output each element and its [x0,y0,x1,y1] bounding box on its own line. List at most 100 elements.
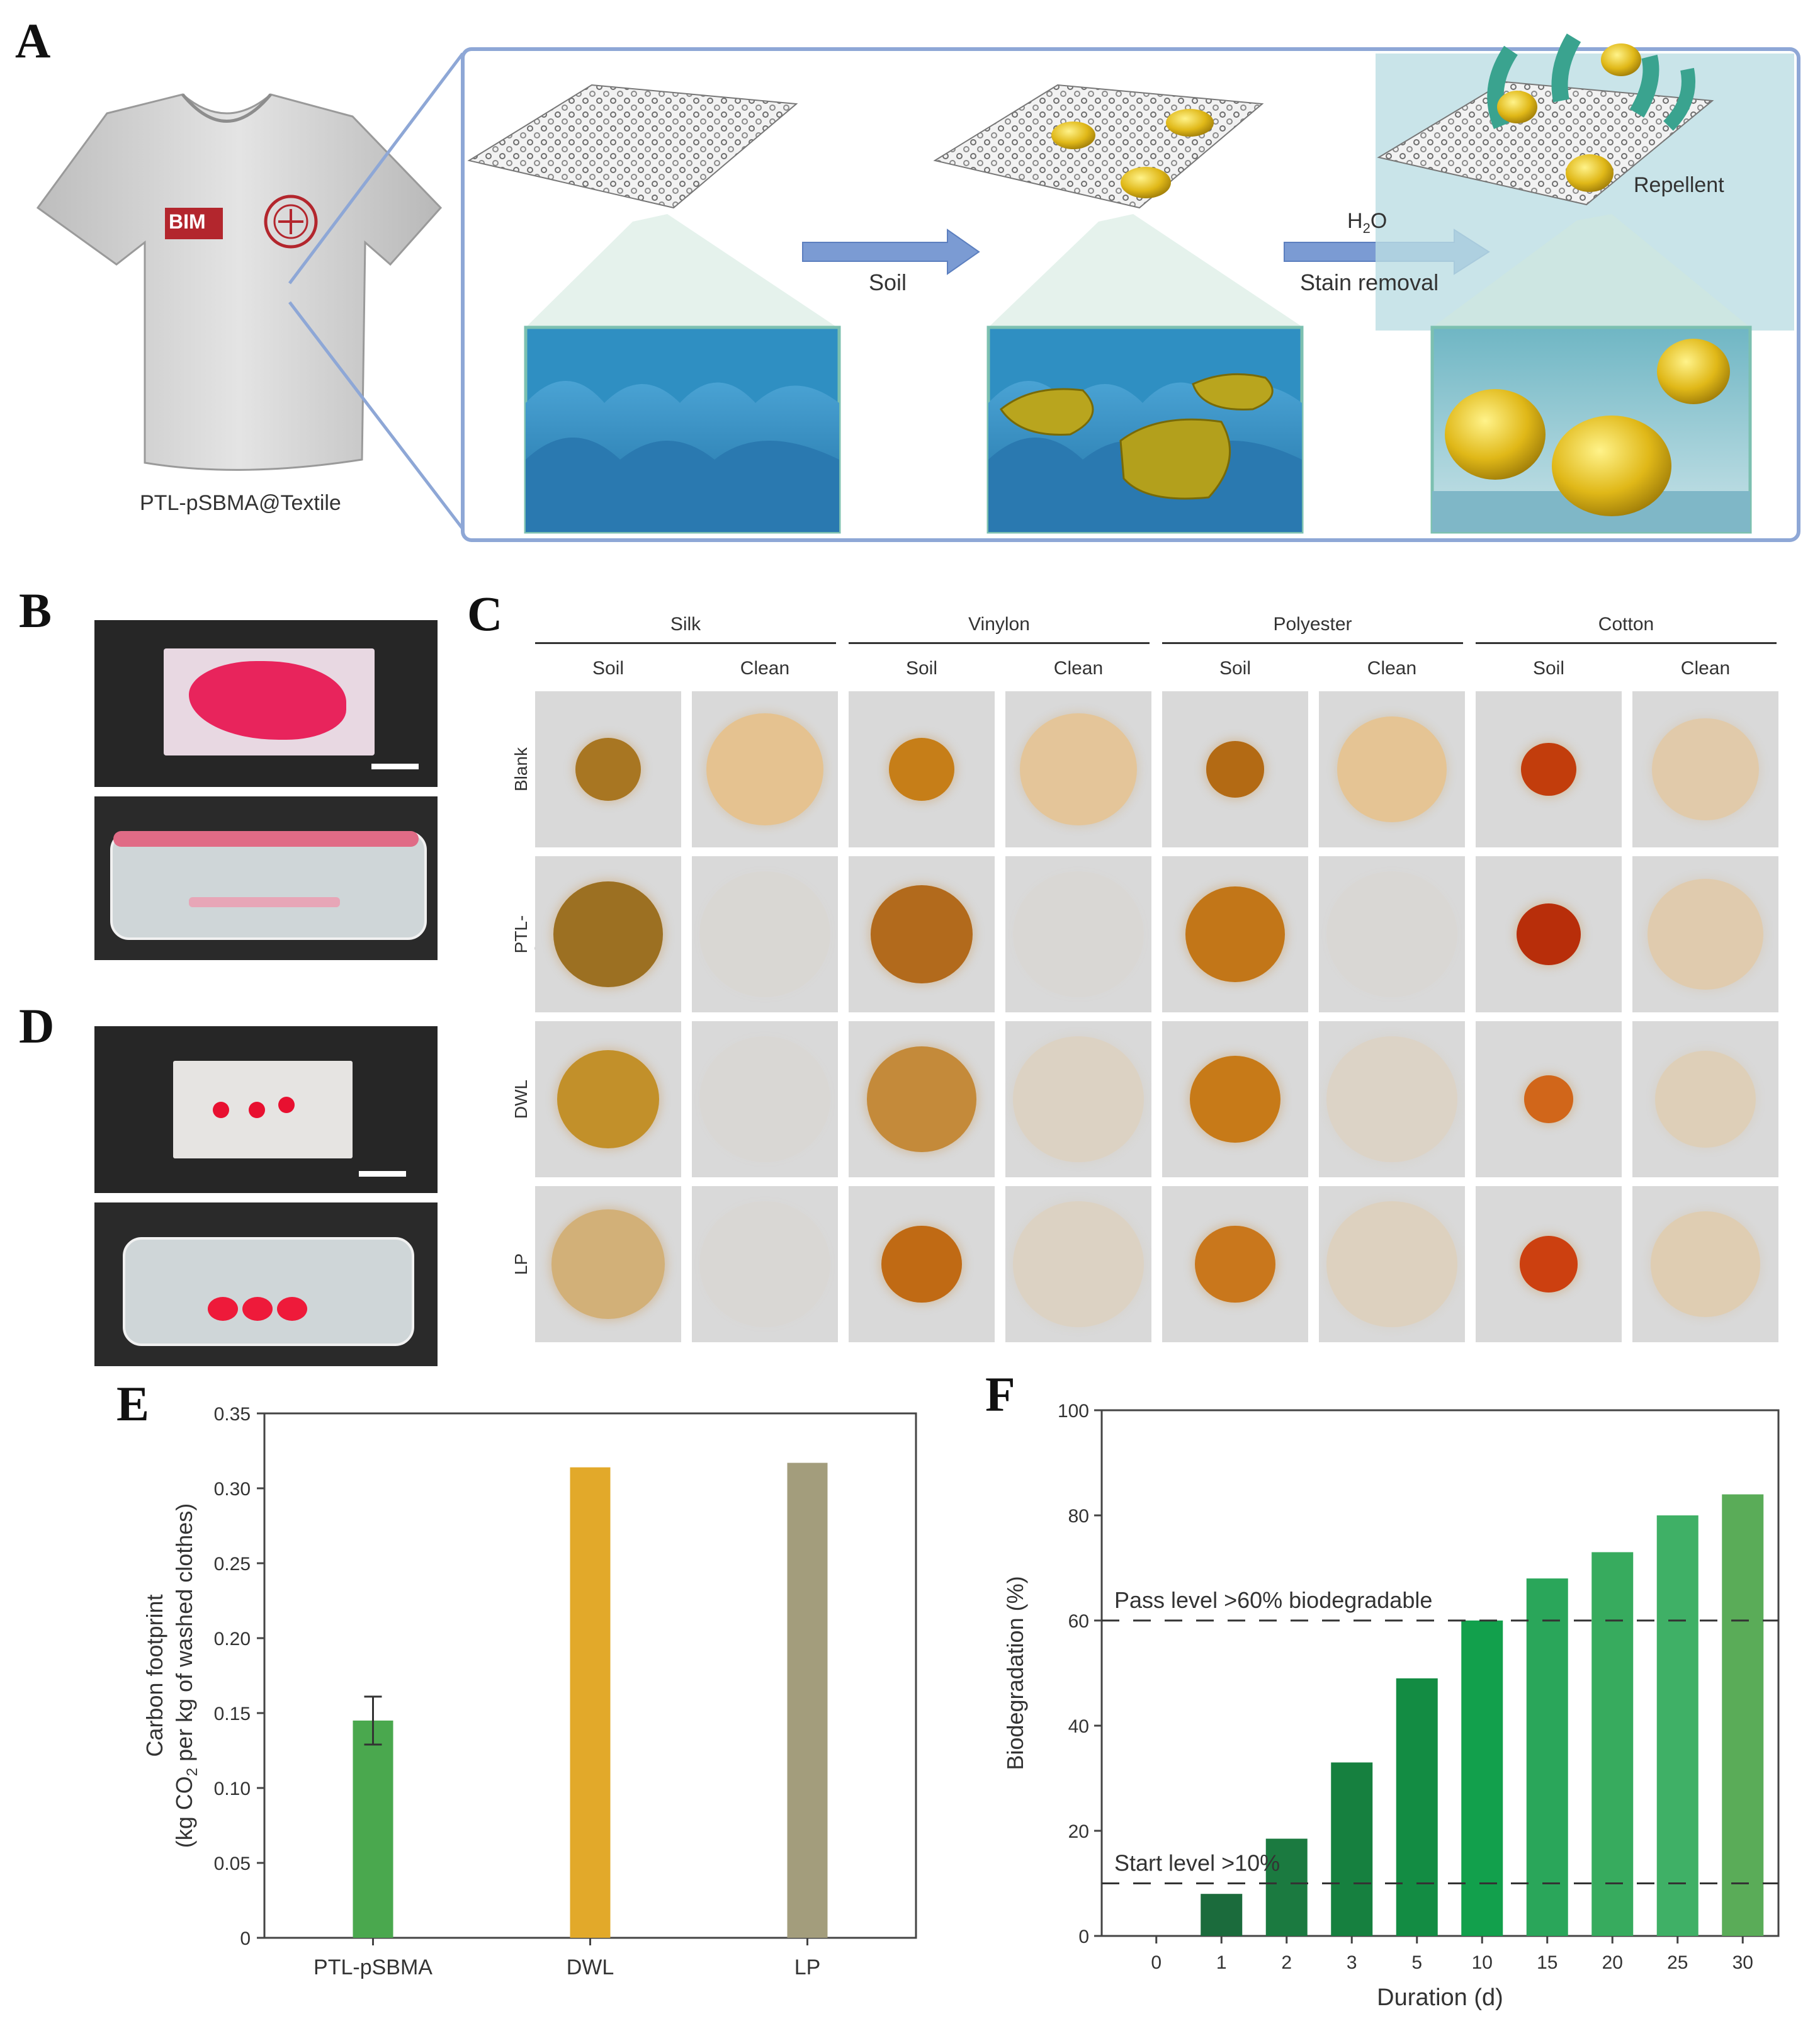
stain-cell [692,1186,838,1342]
x-tick-label: 1 [1216,1952,1227,1973]
clean-stain [1326,871,1458,998]
stain-cell [1162,1021,1308,1177]
column-header: Soil [1219,658,1252,679]
soil-stain [1520,742,1577,796]
soil-stain [888,737,955,801]
row-label: DWL [511,1079,531,1119]
column-header: Soil [905,658,938,679]
stain-cell [849,691,995,847]
panel-letter-e: E [116,1376,150,1431]
soil-stain [553,881,663,987]
x-tick-label: 0 [1151,1952,1162,1973]
y-tick-label: 0.30 [214,1479,251,1500]
stain-cell [1319,691,1465,847]
y-tick-label: 40 [1068,1716,1089,1737]
stain-cell [692,856,838,1012]
photo-d-top [94,1026,438,1193]
bar-day-3 [1331,1762,1373,1936]
stain-cell [849,1186,995,1342]
y-tick-label: 80 [1068,1506,1089,1527]
submerged-droplet [242,1297,273,1321]
ylabel-part: (kg CO [171,1776,197,1848]
clean-stain [1648,878,1763,990]
clean-stain [706,713,823,826]
y-tick-label: 0.35 [214,1404,251,1425]
stain-cell [1319,1186,1465,1342]
fabric-header-rule [1162,642,1463,644]
column-header: Soil [1532,658,1565,679]
soil-stain [881,1225,962,1303]
stain-cell [692,691,838,847]
y-tick-label: 0.20 [214,1629,251,1649]
y-tick-label: 0.05 [214,1853,251,1874]
stain-cell [1476,1186,1622,1342]
fabric-header: Vinylon [968,614,1030,635]
ylabel-subscript: 2 [184,1768,201,1776]
stain-removal-label: Stain removal [1300,269,1439,295]
column-header: Clean [1680,658,1731,679]
stain-cell [1162,691,1308,847]
clean-stain [1651,1211,1760,1317]
clean-stain [699,1036,831,1163]
submerged-droplet [277,1297,307,1321]
stain-cell [1005,856,1151,1012]
submerged-fabric [189,897,340,907]
fabric-header: Silk [670,614,701,635]
scale-bar [359,1171,406,1177]
stain-cell [535,1186,681,1342]
stain-cell [535,856,681,1012]
stain-cell [1005,1021,1151,1177]
arrow-soil-label: Soil [869,269,907,295]
bar-day-20 [1591,1552,1634,1936]
bar-day-15 [1526,1578,1568,1936]
y-tick-label: 60 [1068,1611,1089,1632]
soil-stain [1185,886,1285,982]
column-header: Clean [1053,658,1104,679]
x-tick-label: LP [794,1955,821,1979]
clean-stain [1012,871,1145,998]
clean-stain [1326,1036,1458,1163]
x-tick-label: 2 [1281,1952,1292,1973]
stain-cell [1476,1021,1622,1177]
submerged-droplet [208,1297,238,1321]
stain-cell [1476,691,1622,847]
x-tick-label: 3 [1347,1952,1357,1973]
stain-cell [1005,1186,1151,1342]
column-header: Clean [1367,658,1417,679]
clean-stain [699,1201,831,1328]
panel-letter-f: F [985,1367,1015,1422]
fabric-header-rule [849,642,1150,644]
soil-stain [557,1049,660,1149]
water-label-h: H [1347,209,1363,233]
x-tick-label: 25 [1667,1952,1688,1973]
petri-dish [110,831,427,940]
bar-ptl-psbma [353,1720,393,1938]
petri-dish [123,1237,414,1346]
arrow-water-label: H2O [1347,209,1387,237]
fabric-header: Cotton [1598,614,1654,635]
bar-day-1 [1201,1894,1243,1936]
clean-stain [1012,1201,1145,1328]
soil-stain [1190,1055,1280,1143]
stain-cell [1319,1021,1465,1177]
shirt-caption: PTL-pSBMA@Textile [140,491,341,515]
column-header: Clean [740,658,790,679]
clean-stain [1012,1036,1145,1163]
clean-stain [1326,1201,1458,1328]
panel-letter-c: C [467,586,503,641]
x-tick-label: 30 [1732,1952,1753,1973]
soil-stain [575,737,642,801]
photo-b-bottom [94,796,438,960]
photo-d-bottom [94,1202,438,1366]
y-axis-label-line2: (kg CO2 per kg of washed clothes) [171,1503,201,1848]
stain-cell [535,691,681,847]
row-label: Blank [511,747,531,792]
x-tick-label: PTL-pSBMA [314,1955,432,1979]
clean-stain [1337,716,1447,822]
stain-cell [1632,856,1778,1012]
stain-cell [1162,856,1308,1012]
bar-day-30 [1722,1494,1764,1936]
petri-dish-rim [113,831,419,847]
stain-cell [1632,1186,1778,1342]
soil-stain [867,1046,976,1152]
